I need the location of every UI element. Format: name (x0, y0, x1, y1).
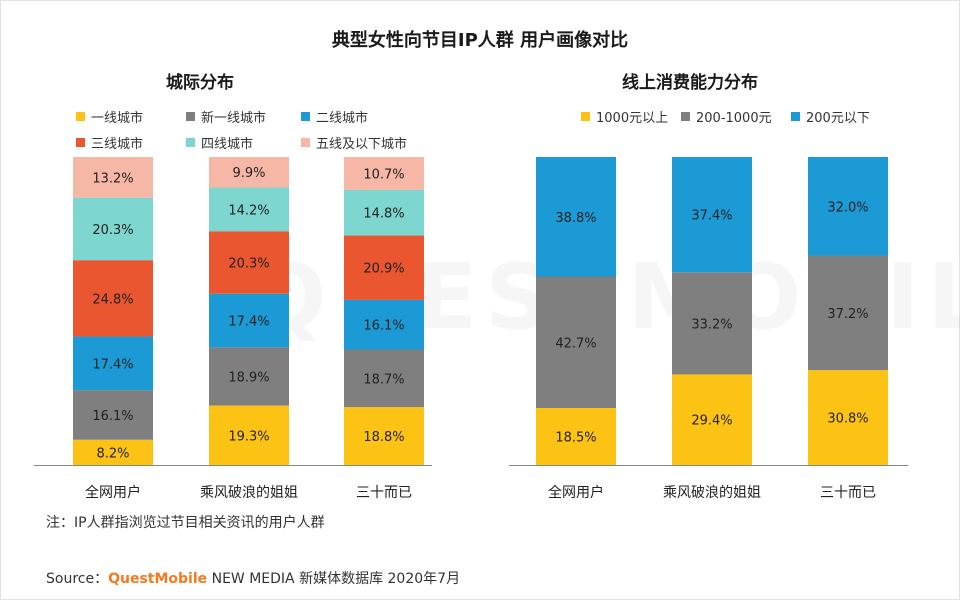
category-label-city-0: 全网用户 (85, 484, 141, 501)
bar-segment-spend-2-1 (808, 255, 888, 371)
right-chart-title: 线上消费能力分布 (622, 73, 758, 93)
data-label-city-1-2: 17.4% (228, 315, 269, 330)
data-label-city-2-5: 10.7% (363, 167, 404, 182)
legend-swatch (301, 138, 310, 147)
legend-tier2: 二线城市 (301, 107, 368, 126)
source-prefix: Source： (46, 571, 109, 587)
bar-segment-city-2-3 (344, 235, 424, 300)
data-label-city-2-3: 20.9% (363, 262, 404, 277)
bar-segment-city-2-5 (344, 157, 424, 190)
data-label-city-0-2: 17.4% (92, 357, 133, 372)
category-label-city-2: 三十而已 (356, 485, 412, 501)
legend-tier4: 四线城市 (186, 133, 253, 152)
data-label-city-0-0: 8.2% (96, 446, 129, 461)
bar-segment-city-0-5 (73, 157, 153, 198)
data-label-city-2-0: 18.8% (363, 430, 404, 445)
data-label-city-0-3: 24.8% (92, 292, 133, 307)
source-suffix: NEW MEDIA 新媒体数据库 2020年7月 (207, 571, 461, 587)
bar-segment-city-1-2 (209, 293, 289, 348)
legend-tier1: 一线城市 (76, 107, 143, 126)
bar-segment-city-0-3 (73, 260, 153, 337)
legend-above-1000: 1000元以上 (581, 107, 668, 126)
data-label-spend-0-2: 38.8% (555, 211, 596, 226)
bar-segment-spend-0-0 (536, 408, 616, 465)
bar-segment-city-1-1 (209, 347, 289, 406)
category-label-spend-2: 三十而已 (820, 485, 876, 501)
bar-segment-city-1-0 (209, 405, 289, 465)
data-label-spend-0-0: 18.5% (555, 431, 596, 446)
data-label-spend-2-0: 30.8% (827, 412, 868, 427)
legend-label: 200-1000元 (696, 111, 772, 126)
legend-label: 三线城市 (91, 137, 144, 152)
legend-swatch (581, 112, 590, 121)
bar-segment-city-0-2 (73, 336, 153, 391)
data-label-spend-2-2: 32.0% (827, 200, 868, 215)
data-label-city-0-1: 16.1% (92, 409, 133, 424)
category-label-city-1: 乘风破浪的姐姐 (200, 485, 298, 501)
source-brand: QuestMobile (108, 571, 208, 587)
bar-segment-city-2-0 (344, 407, 424, 465)
bar-segment-spend-1-2 (672, 157, 752, 273)
legend-swatch (681, 112, 690, 121)
legend-tier5: 五线及以下城市 (301, 133, 407, 152)
bar-segment-city-0-0 (73, 439, 153, 465)
bar-segment-city-2-1 (344, 349, 424, 408)
bar-segment-city-1-3 (209, 231, 289, 294)
bar-segment-spend-2-0 (808, 370, 888, 465)
legend-swatch (791, 112, 800, 121)
data-label-city-1-4: 14.2% (228, 203, 269, 218)
bar-segment-spend-0-2 (536, 157, 616, 277)
legend-swatch (186, 112, 195, 121)
left-chart-title: 城际分布 (166, 73, 234, 93)
legend-new-tier1: 新一线城市 (186, 107, 266, 126)
data-label-city-2-2: 16.1% (363, 319, 404, 334)
category-label-spend-1: 乘风破浪的姐姐 (663, 485, 761, 501)
bar-segment-city-2-2 (344, 299, 424, 350)
data-label-city-1-0: 19.3% (228, 429, 269, 444)
legend-swatch (186, 138, 195, 147)
legend-label: 五线及以下城市 (316, 137, 408, 152)
bar-segment-spend-2-2 (808, 157, 888, 256)
bar-segment-city-0-1 (73, 390, 153, 440)
bar-segment-spend-1-1 (672, 272, 752, 375)
bar-segment-spend-0-1 (536, 276, 616, 409)
data-label-spend-1-0: 29.4% (691, 414, 732, 429)
legend-label: 200元以下 (806, 111, 870, 126)
footnote: 注：IP人群指浏览过节目相关资讯的用户人群 (46, 515, 325, 531)
legend-swatch (76, 138, 85, 147)
legend-label: 1000元以上 (596, 111, 669, 126)
bar-segment-city-1-4 (209, 187, 289, 232)
data-label-city-0-4: 20.3% (92, 223, 133, 238)
legend-label: 四线城市 (201, 137, 254, 152)
data-label-city-2-4: 14.8% (363, 207, 404, 222)
bar-segment-city-2-4 (344, 189, 424, 236)
data-label-spend-1-1: 33.2% (691, 317, 732, 332)
category-label-spend-0: 全网用户 (548, 484, 604, 501)
data-label-spend-1-2: 37.4% (691, 209, 732, 224)
data-label-spend-0-1: 42.7% (555, 336, 596, 351)
legend-200-1000: 200-1000元 (681, 107, 772, 126)
data-label-city-0-5: 13.2% (92, 171, 133, 186)
legend-below-200: 200元以下 (791, 107, 870, 126)
bar-segment-spend-1-0 (672, 374, 752, 465)
legend-tier3: 三线城市 (76, 133, 143, 152)
legend-label: 二线城市 (316, 111, 369, 126)
data-label-city-1-5: 9.9% (232, 166, 265, 181)
legend-swatch (76, 112, 85, 121)
bar-segment-city-0-4 (73, 197, 153, 261)
bar-segment-city-1-5 (209, 157, 289, 188)
data-label-city-1-1: 18.9% (228, 370, 269, 385)
data-label-spend-2-1: 37.2% (827, 307, 868, 322)
legend-label: 一线城市 (91, 111, 144, 126)
main-title: 典型女性向节目IP人群 用户画像对比 (331, 30, 629, 51)
data-label-city-1-3: 20.3% (228, 256, 269, 271)
legend-swatch (301, 112, 310, 121)
data-label-city-2-1: 18.7% (363, 372, 404, 387)
legend-label: 新一线城市 (201, 111, 267, 126)
source-line: Source：QuestMobile NEW MEDIA 新媒体数据库 2020… (46, 568, 460, 588)
